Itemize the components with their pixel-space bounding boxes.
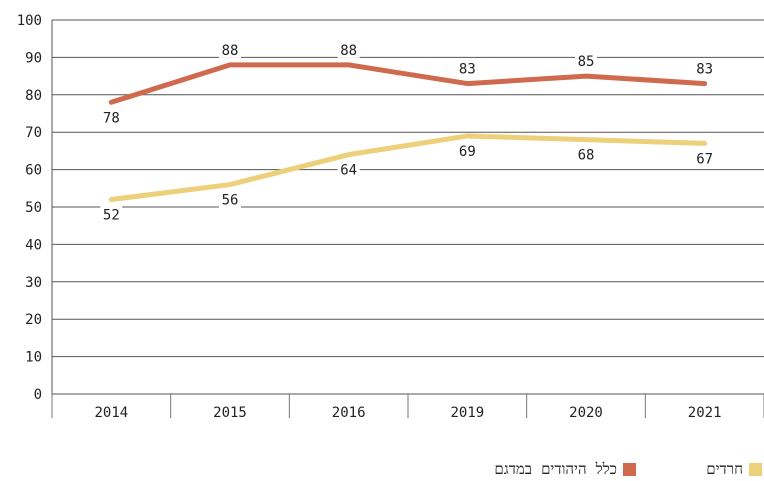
y-tick-label-60: 60: [25, 163, 42, 179]
data-label-s1-2015: 56: [222, 193, 239, 209]
series-line-0: [108, 62, 708, 105]
data-label-bg: [100, 109, 123, 126]
data-label-s0-2020: 85: [578, 54, 595, 70]
data-label-bg: [456, 142, 479, 159]
y-tick-label-100: 100: [17, 13, 42, 29]
y-tick-label-80: 80: [25, 88, 42, 104]
y-tick-label-70: 70: [25, 125, 42, 141]
y-tick-label-50: 50: [25, 200, 42, 216]
legend: כלל היהודים במדגם חרדים: [0, 460, 764, 481]
y-tick-label-10: 10: [25, 350, 42, 366]
x-tick-label-2020: 2020: [569, 405, 603, 421]
data-label-bg: [575, 53, 597, 70]
legend-item-haredim: חרדים: [706, 460, 762, 479]
data-label-s0-2015: 88: [222, 43, 239, 59]
data-label-s0-2019: 83: [459, 62, 476, 78]
data-label-bg: [575, 146, 597, 163]
data-label-bg: [337, 161, 360, 178]
series-line-1: [108, 133, 708, 203]
data-label-bg: [337, 41, 360, 58]
data-label-bg: [100, 206, 123, 223]
data-label-bg: [693, 150, 716, 167]
y-tick-label-20: 20: [25, 312, 42, 328]
data-label-bg: [693, 60, 716, 77]
x-tick-label-2014: 2014: [94, 405, 128, 421]
y-axis-ticks: 0 10 20 30 40 50 60 70 80 90 100: [17, 13, 42, 403]
x-tick-label-2021: 2021: [688, 405, 722, 421]
data-label-s1-2021: 67: [696, 151, 713, 167]
data-label-s0-2016: 88: [340, 43, 357, 59]
series-lines: [108, 62, 708, 203]
data-labels: 78 88 88 83 85 83 52 56 64 69 68 67: [100, 41, 716, 224]
legend-swatch-haredim: [749, 463, 762, 476]
data-label-s1-2014: 52: [103, 208, 120, 224]
y-tick-label-30: 30: [25, 275, 42, 291]
x-axis: 2014 2015 2016 2019 2020 2021: [51, 20, 764, 421]
legend-label-all-jews: כלל היהודים במדגם: [494, 460, 617, 478]
data-label-s1-2019: 69: [459, 144, 476, 160]
data-label-bg: [456, 60, 479, 77]
x-tick-label-2019: 2019: [450, 405, 484, 421]
legend-swatch-all-jews: [623, 463, 636, 476]
legend-label-haredim: חרדים: [706, 460, 743, 478]
y-tick-label-0: 0: [34, 387, 42, 403]
data-label-s1-2020: 68: [578, 148, 595, 164]
legend-item-all-jews: כלל היהודים במדגם: [494, 460, 636, 479]
data-label-s0-2021: 83: [696, 62, 713, 78]
y-tick-label-90: 90: [25, 50, 42, 66]
data-label-s0-2014: 78: [103, 110, 120, 126]
gridlines: [52, 19, 764, 358]
data-label-s1-2016: 64: [340, 163, 357, 179]
data-label-bg: [219, 191, 241, 208]
x-tick-label-2016: 2016: [332, 405, 366, 421]
x-tick-label-2015: 2015: [213, 405, 247, 421]
y-tick-label-40: 40: [25, 237, 42, 253]
data-label-bg: [219, 41, 241, 58]
